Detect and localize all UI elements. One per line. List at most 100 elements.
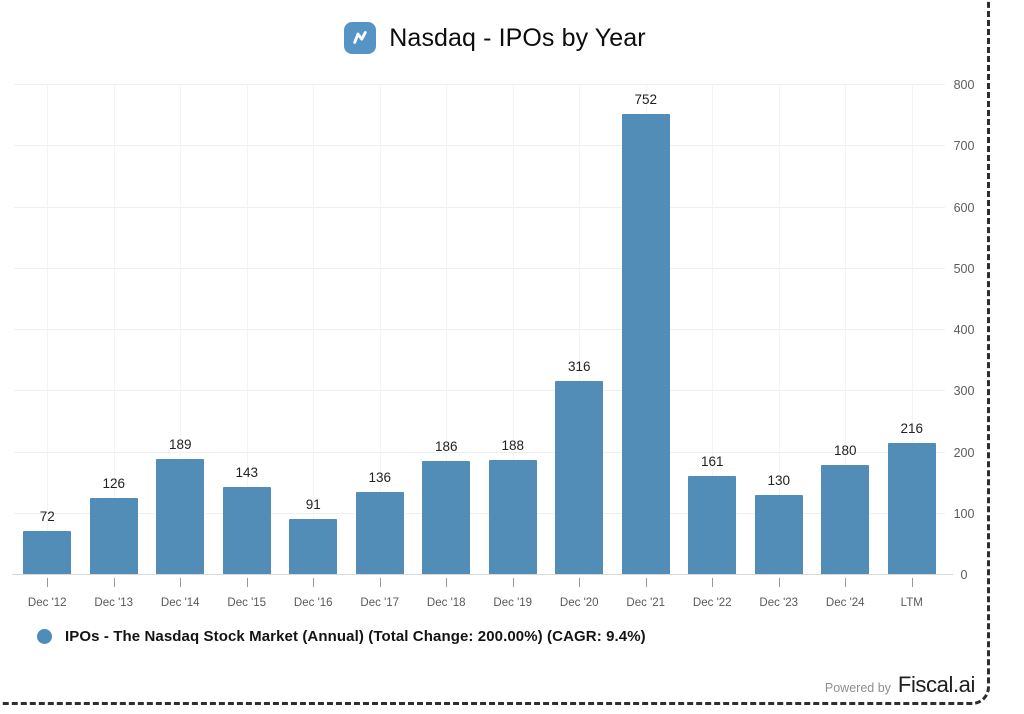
y-tick-label-700: 700	[953, 139, 975, 154]
fiscal-trend-line-icon	[344, 22, 377, 54]
vertical-gridline	[379, 85, 381, 575]
bar-value-label: 143	[235, 465, 259, 481]
bar[interactable]	[754, 495, 803, 575]
bar-value-label: 180	[833, 442, 857, 458]
bar-value-label: 161	[700, 454, 724, 470]
bar-column: 189 Dec '14	[147, 85, 214, 609]
bar[interactable]	[422, 461, 471, 575]
x-axis-tick	[446, 578, 448, 587]
bar[interactable]	[89, 497, 138, 575]
x-tick-label: Dec '15	[227, 597, 267, 609]
vertical-gridline	[778, 85, 780, 575]
gridline-400	[14, 329, 945, 330]
bar-columns: 72 Dec '12 126 Dec '13 189 Dec '14 143 Dec '15 9…	[14, 85, 946, 609]
legend-item[interactable]: IPOs - The Nasdaq Stock Market (Annual) …	[37, 626, 646, 646]
bar[interactable]	[156, 459, 205, 575]
y-tick-label-500: 500	[953, 261, 975, 276]
x-axis-tick	[180, 578, 182, 587]
x-tick-label: Dec '19	[493, 597, 533, 609]
bar[interactable]	[555, 381, 604, 575]
bar-column: 91 Dec '16	[280, 85, 347, 609]
vertical-gridline	[446, 85, 448, 575]
bar[interactable]	[621, 114, 670, 575]
gridline-700	[14, 145, 945, 147]
bar[interactable]	[23, 530, 72, 575]
bar[interactable]	[887, 442, 936, 575]
bar-value-label: 72	[39, 508, 55, 524]
x-tick-label: Dec '22	[692, 597, 732, 609]
bar[interactable]	[821, 464, 870, 575]
x-tick-label: Dec '21	[626, 597, 666, 609]
bar-value-label: 126	[102, 475, 126, 491]
bar-column: 130 Dec '23	[746, 85, 813, 609]
x-tick-label: Dec '20	[559, 597, 599, 609]
bar[interactable]	[355, 491, 404, 575]
bar[interactable]	[289, 519, 338, 575]
bar-value-label: 91	[305, 497, 321, 513]
y-tick-label-800: 800	[953, 78, 975, 92]
vertical-gridline	[579, 85, 581, 575]
bar-value-label: 130	[767, 473, 791, 489]
vertical-gridline	[47, 85, 49, 575]
x-axis-tick	[712, 578, 714, 587]
x-axis-tick	[645, 578, 647, 587]
bar-value-label: 189	[168, 437, 192, 453]
bar-column: 752 Dec '21	[613, 85, 680, 609]
x-axis-tick	[246, 578, 248, 587]
bar[interactable]	[688, 476, 737, 575]
gridline-100	[14, 512, 945, 514]
y-tick-label-200: 200	[953, 445, 975, 460]
gridline-500	[14, 267, 945, 269]
y-tick-label-300: 300	[953, 384, 975, 399]
x-tick-label: Dec '16	[293, 597, 333, 609]
vertical-gridline	[180, 85, 182, 575]
vertical-gridline	[313, 85, 315, 575]
x-tick-label: Dec '12	[27, 597, 67, 609]
x-tick-label: Dec '24	[825, 597, 865, 609]
x-axis-tick	[845, 578, 847, 587]
y-axis-labels: 0 100 200 300 400 500 600 700 800	[942, 78, 986, 582]
bar-column: 186 Dec '18	[413, 85, 480, 609]
bar-column: 216 LTM	[879, 85, 946, 609]
x-axis-line	[12, 574, 953, 575]
bar-column: 161 Dec '22	[679, 85, 746, 609]
x-axis-tick	[579, 578, 581, 587]
x-axis-tick	[778, 578, 780, 587]
x-axis-tick	[512, 578, 514, 587]
x-tick-label: Dec '18	[426, 597, 466, 609]
bar-value-label: 186	[434, 439, 458, 455]
bar-column: 143 Dec '15	[214, 85, 281, 609]
gridline-800	[14, 84, 945, 85]
y-tick-label-0: 0	[960, 568, 968, 582]
powered-by-text: Powered by	[824, 681, 891, 695]
x-axis-tick	[313, 578, 315, 587]
gridline-200	[14, 451, 945, 453]
x-tick-label: Dec '13	[94, 597, 134, 609]
bar[interactable]	[488, 459, 537, 575]
chart-header: Nasdaq - IPOs by Year	[0, 22, 990, 54]
bar-value-label: 136	[368, 469, 392, 485]
y-tick-label-600: 600	[953, 200, 975, 215]
vertical-gridline	[911, 85, 913, 575]
bar-column: 136 Dec '17	[347, 85, 414, 609]
y-tick-label-400: 400	[953, 323, 975, 337]
vertical-gridline	[712, 85, 714, 575]
x-tick-label: LTM	[900, 597, 923, 609]
bar[interactable]	[222, 487, 271, 575]
gridline-300	[14, 390, 945, 392]
x-tick-label: Dec '17	[360, 597, 400, 609]
vertical-gridline	[845, 85, 847, 575]
bar-column: 126 Dec '13	[81, 85, 148, 609]
bar-value-label: 752	[634, 92, 658, 108]
bar-value-label: 188	[501, 437, 525, 453]
bar-column: 72 Dec '12	[14, 85, 81, 609]
vertical-gridline	[113, 85, 115, 575]
x-axis-tick	[911, 578, 913, 587]
bar-column: 316 Dec '20	[546, 85, 613, 609]
x-tick-label: Dec '14	[160, 597, 200, 609]
bar-chart-plot: 72 Dec '12 126 Dec '13 189 Dec '14 143 Dec '15 9…	[12, 84, 953, 609]
powered-by-footer: Powered by Fiscal.ai	[824, 672, 976, 698]
chart-title: Nasdaq - IPOs by Year	[389, 23, 646, 52]
vertical-gridline	[512, 85, 514, 575]
x-tick-label: Dec '23	[759, 597, 799, 609]
